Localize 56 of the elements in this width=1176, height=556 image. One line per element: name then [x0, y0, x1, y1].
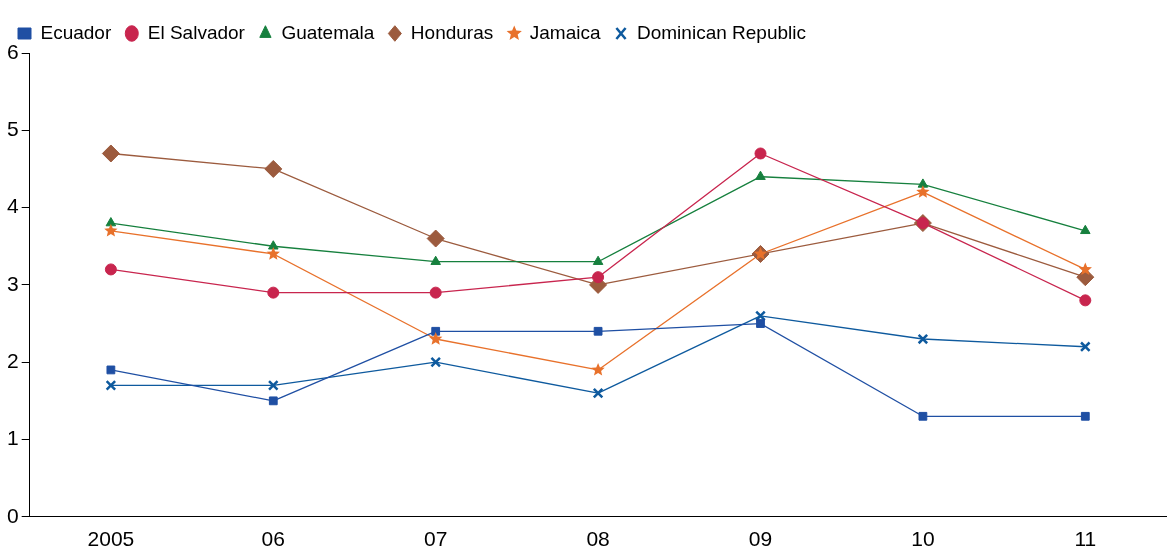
point	[592, 271, 605, 284]
y-tick-label: 0	[6, 503, 19, 527]
point	[104, 223, 118, 237]
point	[756, 319, 765, 328]
x-tick-label: 11	[1074, 527, 1097, 551]
point	[266, 246, 280, 260]
point	[755, 310, 766, 322]
point	[755, 170, 766, 180]
legend-label: Honduras	[410, 21, 494, 43]
point	[429, 286, 442, 299]
x-tick-label: 09	[748, 527, 773, 551]
point	[1079, 341, 1091, 353]
legend-label: Guatemala	[281, 21, 375, 43]
point	[264, 159, 283, 178]
point	[1080, 411, 1090, 421]
point	[592, 387, 604, 399]
point	[431, 326, 441, 336]
point	[754, 147, 767, 160]
y-tick-label: 4	[6, 194, 19, 218]
point	[592, 255, 604, 265]
x-tick-label: 10	[911, 527, 935, 551]
point	[104, 263, 117, 276]
x-tick-label: 2005	[87, 527, 135, 551]
point	[593, 326, 603, 336]
point	[1080, 224, 1091, 235]
point	[106, 365, 116, 375]
point	[918, 411, 928, 421]
legend-label: Dominican Republic	[637, 21, 806, 43]
point	[1078, 262, 1092, 276]
x-tick-label: 06	[261, 527, 285, 551]
point	[917, 178, 929, 188]
x-tick-label: 08	[586, 527, 610, 551]
point	[267, 379, 279, 391]
point	[426, 229, 445, 248]
point	[916, 185, 930, 198]
legend-label: El Salvador	[147, 21, 246, 43]
x-tick-label: 07	[424, 527, 448, 551]
y-tick-label: 5	[6, 117, 19, 141]
y-tick-label: 3	[6, 271, 19, 295]
point	[429, 332, 443, 345]
point	[268, 240, 279, 250]
point	[268, 396, 278, 406]
legend-label: Jamaica	[529, 21, 601, 43]
point	[105, 217, 117, 227]
point	[430, 356, 442, 368]
point	[591, 362, 605, 376]
y-tick-label: 2	[6, 349, 19, 372]
y-tick-label: 1	[6, 426, 19, 450]
legend-label: Ecuador	[40, 21, 112, 43]
point	[917, 333, 929, 345]
point	[101, 144, 120, 163]
y-tick-label: 6	[6, 39, 19, 63]
point	[430, 255, 441, 265]
point	[267, 286, 280, 299]
point	[105, 379, 117, 391]
point	[1079, 294, 1092, 307]
